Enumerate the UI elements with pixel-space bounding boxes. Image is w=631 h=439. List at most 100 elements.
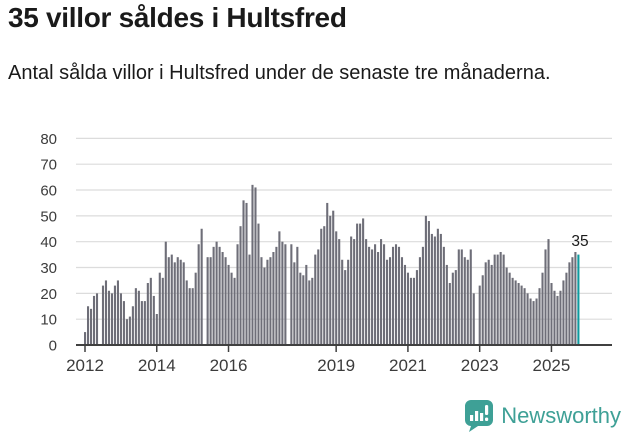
bar bbox=[212, 246, 215, 345]
bar bbox=[245, 202, 248, 345]
bar bbox=[439, 233, 442, 345]
bar bbox=[356, 223, 359, 345]
bar bbox=[269, 257, 272, 345]
bar bbox=[344, 270, 347, 345]
bar bbox=[472, 293, 475, 345]
bar bbox=[233, 277, 236, 345]
y-tick-label: 30 bbox=[40, 260, 57, 277]
bar bbox=[296, 246, 299, 345]
bar bbox=[224, 257, 227, 345]
x-tick-label: 2021 bbox=[389, 356, 427, 375]
bar bbox=[161, 277, 164, 345]
bar bbox=[385, 259, 389, 345]
bar bbox=[302, 275, 305, 345]
bar bbox=[107, 290, 111, 345]
bar bbox=[499, 252, 502, 345]
bar bbox=[188, 288, 191, 345]
bar bbox=[323, 226, 326, 345]
bar bbox=[502, 254, 505, 345]
bar bbox=[493, 254, 496, 345]
last-value-label: 35 bbox=[571, 233, 588, 250]
bar bbox=[400, 257, 404, 345]
bar bbox=[263, 267, 266, 345]
bar bbox=[278, 231, 281, 345]
bar bbox=[218, 246, 221, 345]
bar bbox=[329, 215, 332, 345]
bar bbox=[436, 228, 439, 345]
x-tick-label: 2019 bbox=[317, 356, 355, 375]
bar bbox=[463, 257, 466, 345]
bar bbox=[128, 316, 131, 345]
bar bbox=[332, 210, 335, 345]
bar bbox=[368, 246, 371, 345]
bar bbox=[119, 293, 122, 345]
bar bbox=[559, 290, 562, 345]
bar bbox=[320, 228, 323, 345]
y-axis-labels: 0 10 20 30 40 50 60 70 80 bbox=[40, 131, 57, 355]
page-subtitle: Antal sålda villor i Hultsfred under de … bbox=[8, 62, 551, 84]
bar bbox=[565, 272, 568, 345]
bar bbox=[553, 290, 556, 345]
bars bbox=[84, 184, 580, 346]
bar bbox=[481, 275, 484, 345]
bar bbox=[317, 249, 320, 345]
bar bbox=[374, 244, 377, 345]
bar bbox=[418, 257, 421, 345]
bar bbox=[110, 293, 114, 345]
bar bbox=[335, 231, 338, 345]
bar bbox=[347, 259, 350, 345]
bar bbox=[427, 221, 430, 345]
bar bbox=[293, 262, 296, 345]
y-tick-label: 70 bbox=[40, 157, 57, 174]
y-tick-label: 0 bbox=[49, 338, 57, 355]
bar bbox=[242, 200, 245, 345]
bar bbox=[173, 262, 176, 345]
bar bbox=[550, 283, 553, 345]
bar bbox=[113, 285, 116, 345]
bar bbox=[547, 239, 550, 345]
bar bbox=[365, 239, 368, 345]
bar bbox=[380, 239, 383, 345]
bar bbox=[227, 264, 230, 345]
bar bbox=[574, 252, 577, 345]
newsworthy-logo-icon bbox=[465, 400, 494, 432]
x-axis-ticks: 2012 2014 2016 2019 2021 2023 2025 bbox=[66, 346, 570, 375]
bar bbox=[311, 277, 314, 345]
bar bbox=[176, 257, 179, 345]
bar bbox=[412, 277, 415, 345]
bar bbox=[520, 285, 523, 345]
bar bbox=[155, 314, 158, 345]
bar bbox=[338, 239, 341, 345]
bar bbox=[230, 272, 233, 345]
bar bbox=[149, 277, 152, 345]
bar bbox=[383, 244, 386, 345]
bar bbox=[424, 215, 427, 345]
bar bbox=[137, 290, 140, 345]
bar bbox=[535, 298, 538, 345]
bar bbox=[194, 272, 197, 345]
bar bbox=[421, 246, 424, 345]
bar bbox=[505, 267, 508, 345]
bar bbox=[260, 257, 263, 345]
bar bbox=[377, 252, 380, 345]
bar bbox=[403, 264, 407, 345]
bar bbox=[236, 244, 239, 345]
y-tick-label: 20 bbox=[40, 286, 57, 303]
bar bbox=[526, 293, 529, 345]
bar bbox=[275, 246, 278, 345]
bar bbox=[146, 283, 149, 345]
bar bbox=[371, 249, 374, 345]
bar bbox=[84, 332, 87, 345]
bar bbox=[167, 257, 170, 345]
bar bbox=[89, 308, 93, 345]
newsworthy-logo[interactable]: Newsworthy bbox=[464, 399, 621, 432]
bar bbox=[314, 254, 317, 345]
bar bbox=[406, 272, 410, 345]
bar bbox=[415, 270, 418, 345]
bar bbox=[200, 228, 203, 345]
bar bbox=[257, 223, 260, 345]
bar bbox=[179, 259, 182, 345]
bar bbox=[469, 249, 472, 345]
bar bbox=[514, 280, 517, 346]
bar bbox=[511, 277, 514, 345]
